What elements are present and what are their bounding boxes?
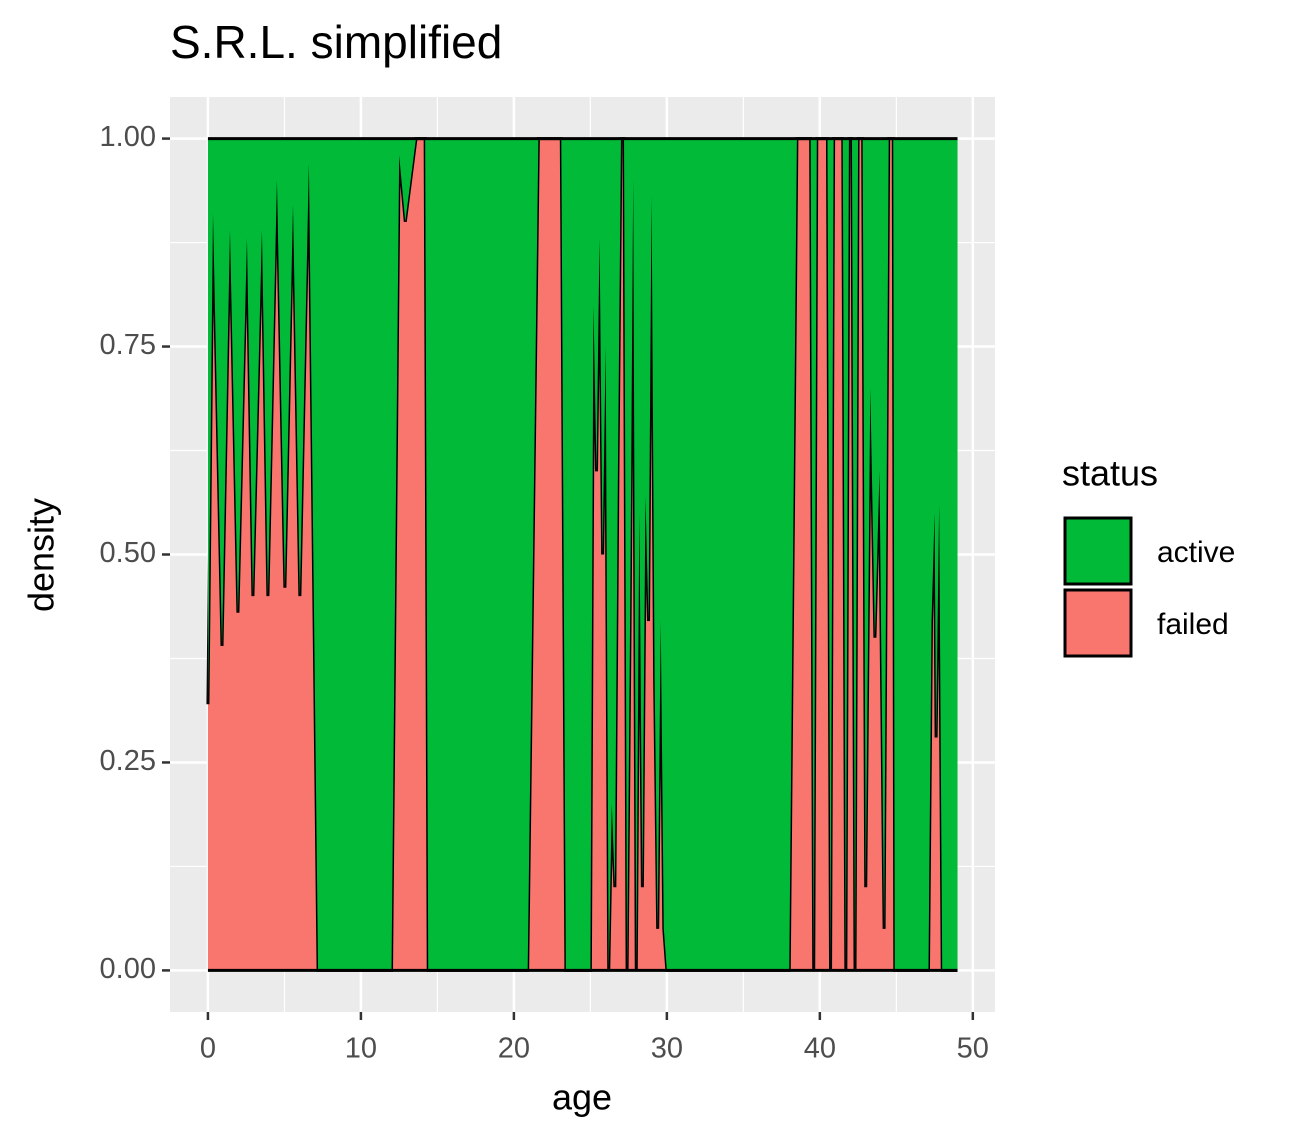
- x-tick-label: 20: [498, 1033, 530, 1065]
- x-tick-label: 50: [957, 1033, 989, 1065]
- x-axis-title: age: [552, 1077, 612, 1118]
- x-tick-label: 0: [200, 1033, 216, 1065]
- legend-label: active: [1157, 536, 1235, 569]
- x-tick-label: 40: [804, 1033, 836, 1065]
- y-tick-label: 0.75: [100, 329, 156, 361]
- y-tick-label: 0.25: [100, 745, 156, 777]
- legend-key: [1063, 588, 1133, 658]
- y-tick-label: 0.00: [100, 953, 156, 985]
- area: [207, 138, 958, 971]
- area: [207, 138, 958, 971]
- y-tick-label: 0.50: [100, 537, 156, 569]
- legend-label: failed: [1157, 608, 1229, 641]
- y-axis-title: density: [21, 498, 62, 612]
- legend-title: status: [1062, 453, 1158, 494]
- y-tick-label: 1.00: [100, 121, 156, 153]
- x-tick-label: 10: [345, 1033, 377, 1065]
- x-tick-label: 30: [651, 1033, 683, 1065]
- legend-key: [1063, 516, 1133, 586]
- chart-title: S.R.L. simplified: [170, 16, 502, 68]
